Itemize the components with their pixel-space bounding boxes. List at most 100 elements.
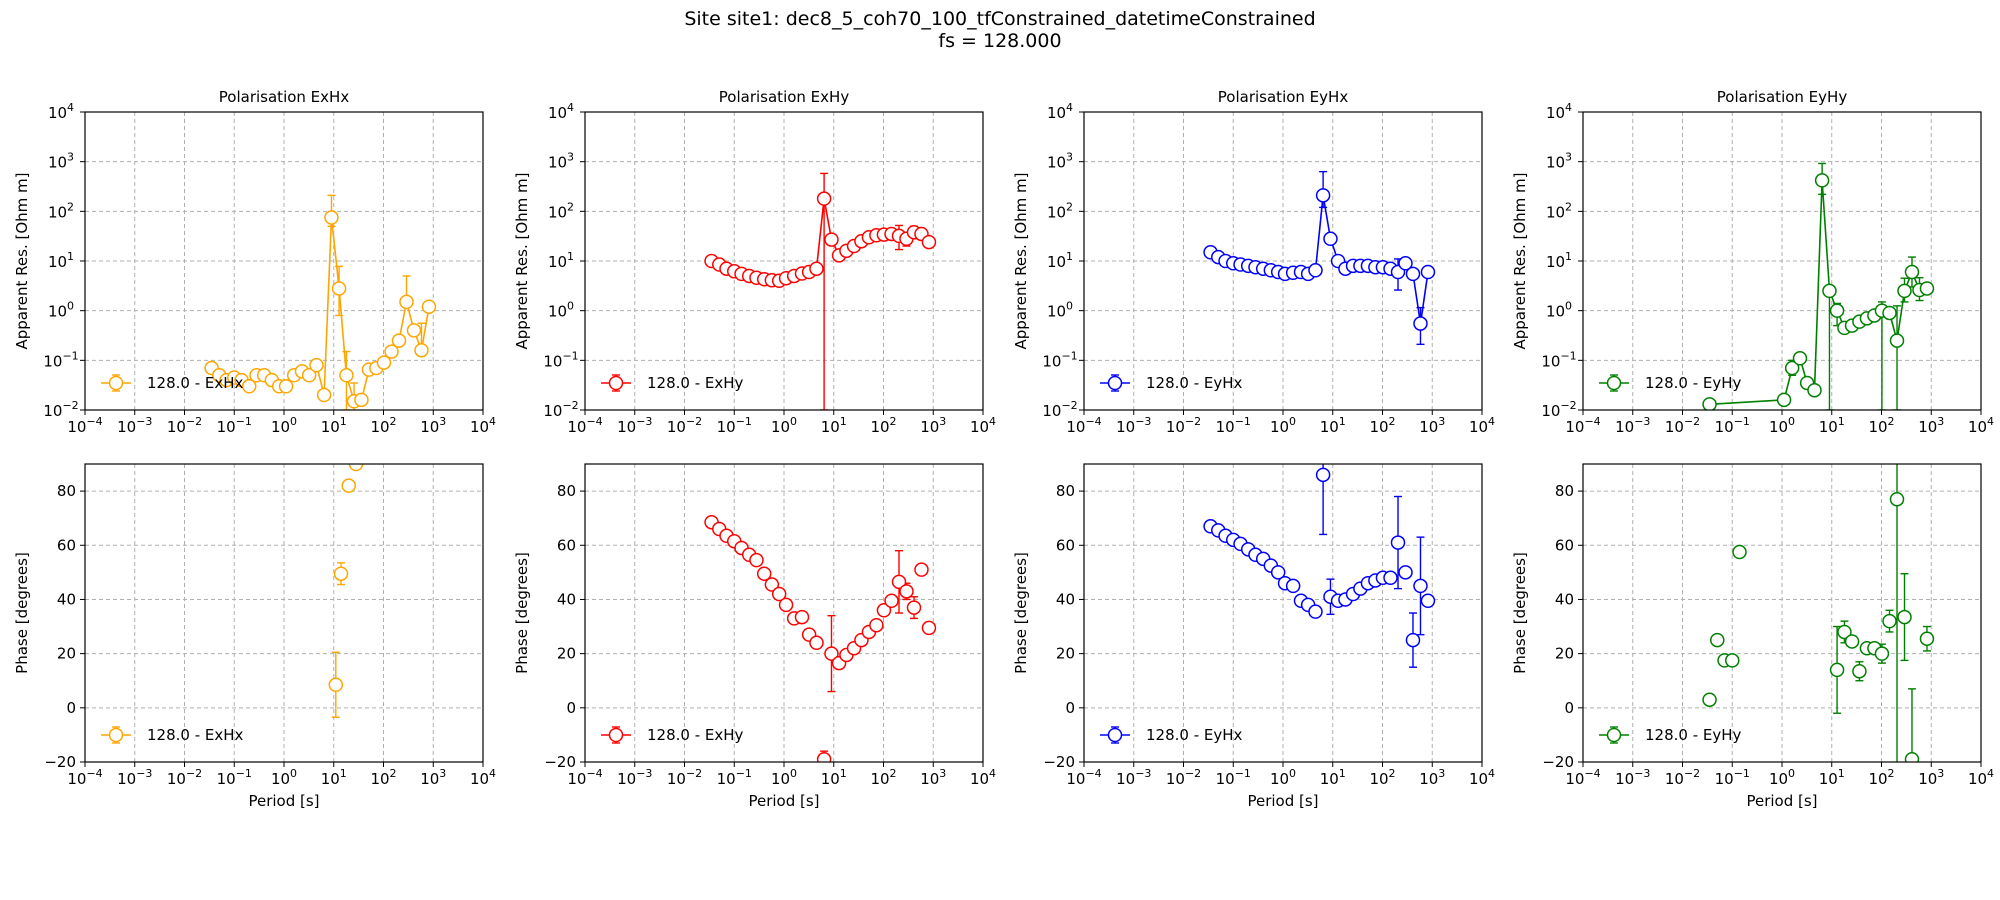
x-tick-label: 101 bbox=[821, 415, 847, 436]
data-point bbox=[906, 600, 922, 615]
axes-frame bbox=[1582, 111, 1982, 411]
x-tick-label: 100 bbox=[1270, 415, 1296, 436]
data-point bbox=[309, 357, 324, 373]
data-point bbox=[1837, 624, 1852, 640]
y-tick-label: 103 bbox=[1047, 151, 1073, 172]
x-tick-label: 101 bbox=[1320, 767, 1346, 788]
x-tick-label: 10−3 bbox=[1116, 767, 1151, 788]
data-point bbox=[824, 646, 839, 661]
data-point bbox=[1383, 570, 1398, 586]
data-point bbox=[764, 577, 780, 592]
data-point bbox=[1732, 544, 1747, 560]
x-tick-label: 101 bbox=[1320, 415, 1346, 436]
x-tick-label: 102 bbox=[1868, 415, 1894, 436]
y-tick-label: 102 bbox=[548, 200, 574, 221]
data-point bbox=[1420, 264, 1436, 280]
data-point bbox=[876, 603, 892, 618]
x-tick-label: 102 bbox=[370, 767, 396, 788]
data-point bbox=[1919, 281, 1935, 296]
legend: 128.0 - ExHy bbox=[601, 374, 744, 392]
data-point bbox=[869, 617, 884, 633]
y-tick-label: 40 bbox=[1555, 590, 1574, 608]
data-point bbox=[1897, 609, 1912, 625]
legend-label: 128.0 - ExHy bbox=[647, 374, 744, 392]
x-tick-label: 103 bbox=[920, 767, 946, 788]
y-tick-label: −20 bbox=[544, 753, 576, 771]
x-tick-label: 102 bbox=[870, 415, 896, 436]
y-tick-label: 10−1 bbox=[1541, 349, 1576, 370]
legend-marker bbox=[1107, 375, 1123, 391]
data-point bbox=[1874, 646, 1890, 661]
y-tick-label: 103 bbox=[1546, 151, 1572, 172]
y-tick-label: −20 bbox=[1542, 753, 1574, 771]
x-tick-label: 10−2 bbox=[1166, 415, 1201, 436]
data-point bbox=[809, 261, 824, 276]
y-tick-label: 20 bbox=[1555, 645, 1574, 663]
x-tick-label: 100 bbox=[1769, 415, 1795, 436]
axes-title: Polarisation EyHy bbox=[1717, 88, 1848, 106]
x-tick-label: 10−3 bbox=[617, 415, 652, 436]
y-tick-label: 0 bbox=[66, 699, 76, 717]
legend-marker bbox=[108, 375, 124, 391]
y-tick-label: 80 bbox=[57, 482, 76, 500]
data-point bbox=[1829, 303, 1845, 318]
x-tick-label: 10−2 bbox=[1665, 767, 1700, 788]
series-res-ExHy bbox=[704, 172, 937, 410]
x-tick-label: 101 bbox=[1819, 767, 1845, 788]
y-axis-label: Apparent Res. [Ohm m] bbox=[1012, 172, 1030, 349]
data-point bbox=[921, 620, 937, 636]
x-tick-label: 102 bbox=[1369, 767, 1395, 788]
x-tick-label: 10−4 bbox=[1066, 415, 1101, 436]
axes-frame bbox=[1582, 463, 1982, 763]
data-point bbox=[749, 552, 764, 568]
series-line bbox=[1709, 180, 1928, 406]
legend-marker bbox=[1107, 727, 1123, 743]
data-point bbox=[1814, 173, 1830, 188]
y-tick-label: 104 bbox=[548, 101, 574, 122]
data-point bbox=[1702, 692, 1717, 707]
data-point bbox=[1889, 491, 1905, 507]
axes-frame bbox=[1083, 463, 1483, 763]
legend-marker bbox=[108, 727, 124, 743]
y-tick-label: 104 bbox=[1047, 101, 1073, 122]
data-point bbox=[891, 574, 907, 590]
series-res-EyHy bbox=[1702, 162, 1935, 410]
figure-subtitle: fs = 128.000 bbox=[938, 30, 1061, 52]
data-point bbox=[376, 355, 392, 370]
data-point bbox=[1822, 283, 1837, 299]
y-tick-label: 60 bbox=[57, 536, 76, 554]
x-tick-label: 10−2 bbox=[1665, 415, 1700, 436]
data-point bbox=[348, 464, 364, 472]
y-tick-label: 20 bbox=[1056, 645, 1075, 663]
x-tick-label: 100 bbox=[1270, 767, 1296, 788]
legend-marker bbox=[608, 375, 624, 391]
x-tick-label: 10−2 bbox=[1166, 767, 1201, 788]
data-point bbox=[1904, 264, 1920, 280]
y-tick-label: 100 bbox=[48, 300, 74, 321]
x-tick-label: 10−1 bbox=[217, 415, 252, 436]
data-point bbox=[1776, 392, 1792, 408]
y-tick-label: 40 bbox=[557, 590, 576, 608]
data-point bbox=[1710, 632, 1725, 648]
data-point bbox=[1829, 662, 1845, 678]
data-point bbox=[406, 323, 422, 338]
y-tick-label: 103 bbox=[548, 151, 574, 172]
axes-frame bbox=[84, 463, 484, 763]
legend: 128.0 - ExHy bbox=[601, 726, 744, 744]
series-res-EyHx bbox=[1203, 170, 1436, 346]
y-axis-label: Phase [degrees] bbox=[13, 552, 31, 674]
data-point bbox=[1784, 360, 1800, 376]
data-point bbox=[241, 379, 257, 394]
y-tick-label: 60 bbox=[557, 536, 576, 554]
data-point bbox=[816, 191, 832, 206]
x-tick-label: 10−2 bbox=[667, 415, 702, 436]
data-point bbox=[1398, 256, 1413, 271]
y-tick-label: 103 bbox=[48, 151, 74, 172]
x-tick-label: 100 bbox=[771, 415, 797, 436]
x-tick-label: 10−4 bbox=[67, 767, 102, 788]
y-tick-label: 104 bbox=[1546, 101, 1572, 122]
legend: 128.0 - ExHx bbox=[101, 726, 244, 744]
series-phase-ExHy bbox=[704, 514, 937, 762]
x-tick-label: 10−3 bbox=[617, 767, 652, 788]
data-point bbox=[1405, 266, 1421, 282]
